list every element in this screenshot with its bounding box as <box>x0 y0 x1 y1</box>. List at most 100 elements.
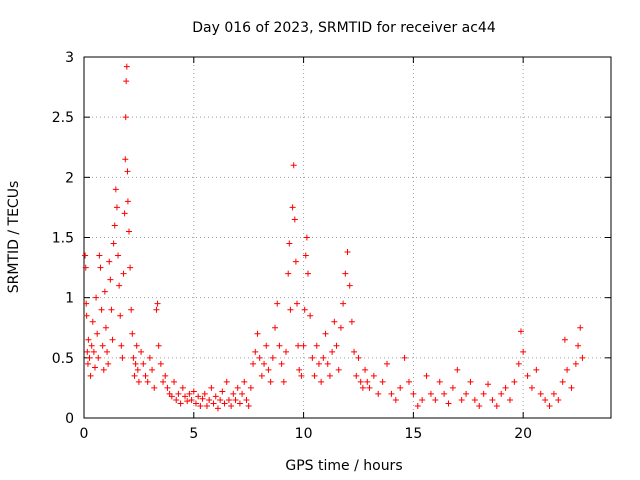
data-point <box>315 360 322 367</box>
data-point <box>414 402 421 409</box>
data-point <box>476 402 483 409</box>
data-point <box>572 360 579 367</box>
data-point <box>256 354 263 361</box>
data-point <box>311 372 318 379</box>
data-point <box>329 348 336 355</box>
data-point <box>160 378 167 385</box>
data-point <box>313 342 320 349</box>
data-point <box>485 381 492 388</box>
data-point <box>559 378 566 385</box>
data-point <box>293 300 300 307</box>
data-point <box>234 384 241 391</box>
data-point <box>192 400 199 407</box>
data-point <box>561 336 568 343</box>
data-point <box>121 210 128 217</box>
data-point <box>129 330 136 337</box>
data-point <box>533 366 540 373</box>
data-point <box>379 378 386 385</box>
data-point <box>550 390 557 397</box>
data-point <box>568 384 575 391</box>
data-point <box>212 393 219 400</box>
data-point <box>302 252 309 259</box>
data-point <box>340 300 347 307</box>
data-point <box>132 360 139 367</box>
data-point <box>100 366 107 373</box>
data-point <box>353 372 360 379</box>
data-point <box>102 324 109 331</box>
y-axis-label: SRMTID / TECUs <box>6 181 22 294</box>
data-point <box>118 342 125 349</box>
data-point <box>528 384 535 391</box>
data-point <box>208 384 215 391</box>
data-point <box>449 384 456 391</box>
data-point <box>138 348 145 355</box>
data-point <box>375 390 382 397</box>
data-point <box>467 378 474 385</box>
data-point <box>537 390 544 397</box>
data-point <box>127 264 134 271</box>
data-point <box>98 306 105 313</box>
data-point <box>195 393 202 400</box>
data-point <box>506 396 513 403</box>
data-point <box>182 393 189 400</box>
data-point <box>219 388 226 395</box>
data-point <box>217 396 224 403</box>
data-point <box>366 384 373 391</box>
data-point <box>84 360 91 367</box>
chart-title: Day 016 of 2023, SRMTID for receiver ac4… <box>192 20 496 36</box>
data-point <box>301 306 308 313</box>
data-point <box>392 396 399 403</box>
y-tick-label: 0.5 <box>52 351 74 367</box>
data-point <box>108 306 115 313</box>
data-point <box>247 384 254 391</box>
data-point <box>120 270 127 277</box>
data-point <box>272 324 279 331</box>
data-point <box>269 354 276 361</box>
x-tick-label: 15 <box>404 426 422 442</box>
data-point <box>364 378 371 385</box>
data-point <box>173 396 180 403</box>
data-point <box>133 342 140 349</box>
data-point <box>278 360 285 367</box>
data-point <box>190 388 197 395</box>
data-point <box>287 306 294 313</box>
data-point <box>300 342 307 349</box>
data-point <box>122 156 129 163</box>
data-point <box>250 360 257 367</box>
data-point <box>99 342 106 349</box>
data-point <box>296 366 303 373</box>
data-point <box>232 396 239 403</box>
data-point <box>82 264 89 271</box>
data-point <box>489 396 496 403</box>
data-point <box>113 204 120 211</box>
data-point <box>109 336 116 343</box>
data-point <box>155 342 162 349</box>
data-point <box>223 378 230 385</box>
data-point <box>564 366 571 373</box>
data-point <box>88 342 95 349</box>
data-point <box>241 378 248 385</box>
y-tick-label: 1.5 <box>52 231 74 247</box>
data-point <box>441 390 448 397</box>
data-point <box>292 258 299 265</box>
axis-ticks: 0 5 10 15 20 0 0.5 1 1.5 2 2.5 3 <box>52 50 611 442</box>
data-point <box>517 328 524 335</box>
data-point <box>146 354 153 361</box>
data-point <box>135 378 142 385</box>
data-point <box>290 162 297 169</box>
data-point <box>295 342 302 349</box>
data-point <box>201 390 208 397</box>
data-point <box>577 324 584 331</box>
data-point <box>401 354 408 361</box>
data-point <box>410 390 417 397</box>
data-point <box>164 384 171 391</box>
y-tick-label: 3 <box>65 50 74 66</box>
data-point <box>346 282 353 289</box>
data-point <box>130 354 137 361</box>
data-point <box>304 270 311 277</box>
data-point <box>186 390 193 397</box>
data-point <box>436 378 443 385</box>
data-point <box>333 342 340 349</box>
data-point <box>119 354 126 361</box>
data-point <box>87 372 94 379</box>
